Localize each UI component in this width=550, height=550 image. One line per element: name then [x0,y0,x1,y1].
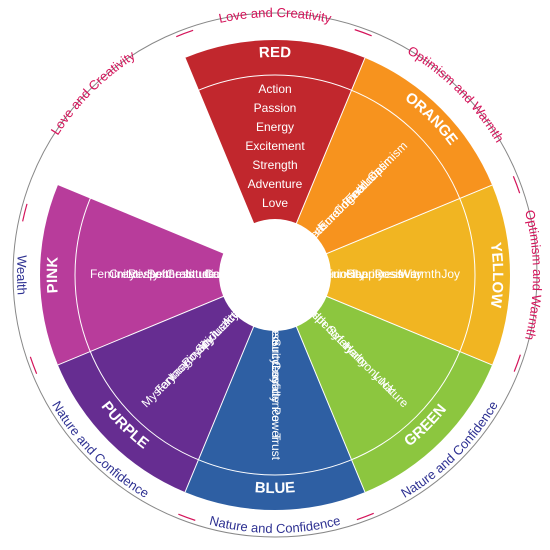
word-yellow-0: Joy [441,267,460,281]
word-red-4: Strength [252,158,297,172]
word-red-5: Adventure [248,177,303,191]
color-label-pink: PINK [44,256,62,294]
word-red-0: Action [258,82,291,96]
color-emotion-wheel: REDORANGEYELLOWGREENBLUEPURPLEPINKAction… [0,0,550,550]
color-label-blue: BLUE [254,479,295,497]
word-red-6: Love [262,196,288,210]
word-red-1: Passion [254,101,297,115]
arc-label-7: Wealth [14,255,30,296]
color-label-red: RED [259,44,292,62]
word-red-2: Energy [256,120,294,134]
word-red-3: Excitement [245,139,305,153]
hub [219,219,331,331]
